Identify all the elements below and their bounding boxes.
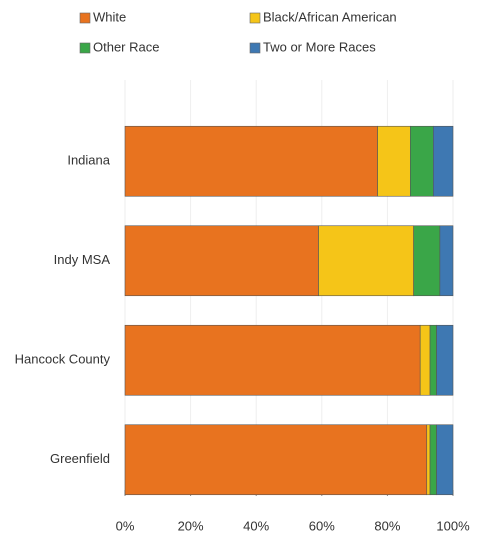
bar-segment bbox=[124, 424, 428, 496]
legend-label: Black/African American bbox=[263, 9, 397, 24]
bar-segment bbox=[426, 424, 431, 496]
bar-segment bbox=[436, 324, 454, 396]
x-tick-label: 100% bbox=[436, 518, 470, 533]
bar-segment bbox=[419, 324, 431, 396]
bar-segment bbox=[410, 125, 434, 197]
bar-segment bbox=[124, 125, 378, 197]
bar-segment bbox=[377, 125, 411, 197]
bar-segment bbox=[429, 324, 437, 396]
x-tick-label: 20% bbox=[178, 518, 204, 533]
y-tick-label: Hancock County bbox=[15, 352, 111, 367]
bar-segment bbox=[124, 324, 421, 396]
y-tick-label: Indiana bbox=[67, 153, 110, 168]
bar-segment bbox=[436, 424, 454, 496]
legend-label: White bbox=[93, 9, 126, 24]
bar-segment bbox=[318, 225, 414, 297]
legend-label: Other Race bbox=[93, 39, 159, 54]
x-tick-label: 60% bbox=[309, 518, 335, 533]
legend-swatch bbox=[249, 12, 261, 24]
legend-swatch bbox=[79, 42, 91, 54]
bar-segment bbox=[439, 225, 454, 297]
x-tick-label: 0% bbox=[116, 518, 135, 533]
legend-swatch bbox=[249, 42, 261, 54]
x-tick-label: 40% bbox=[243, 518, 269, 533]
legend-label: Two or More Races bbox=[263, 39, 376, 54]
y-tick-label: Greenfield bbox=[50, 451, 110, 466]
bar-segment bbox=[433, 125, 454, 197]
bar-segment bbox=[429, 424, 437, 496]
legend-swatch bbox=[79, 12, 91, 24]
y-tick-label: Indy MSA bbox=[54, 252, 111, 267]
bar-segment bbox=[124, 225, 319, 297]
x-tick-label: 80% bbox=[374, 518, 400, 533]
bar-segment bbox=[413, 225, 441, 297]
